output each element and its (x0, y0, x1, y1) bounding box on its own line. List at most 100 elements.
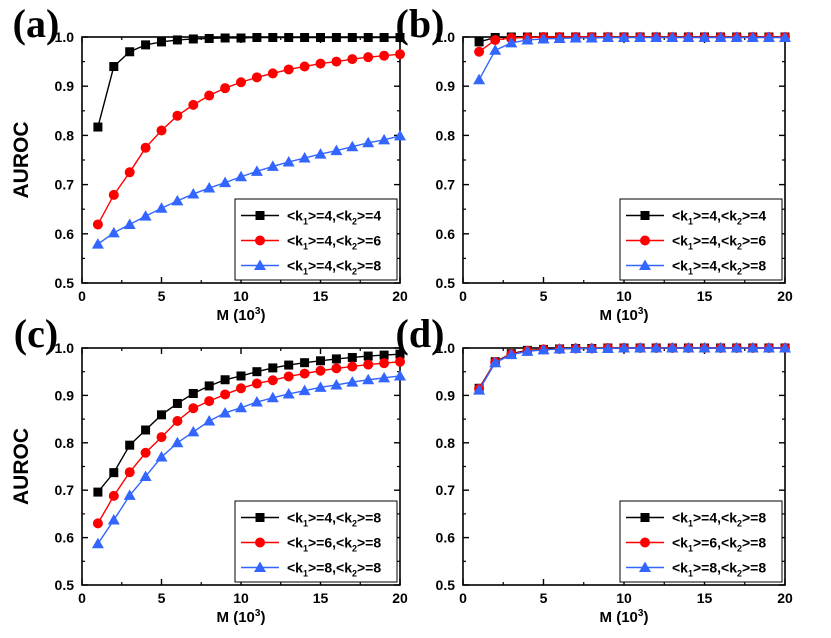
x-tick-label: 5 (540, 590, 548, 606)
x-axis-label-exponent: 3 (638, 608, 644, 619)
legend-part: >=6 (742, 233, 766, 249)
panel-label: (b) (396, 1, 445, 46)
legend-part: <k (672, 560, 688, 576)
legend-part: <k (672, 233, 688, 249)
data-point (331, 32, 341, 42)
y-tick-label: 0.5 (55, 275, 75, 291)
x-tick-label: 10 (616, 590, 632, 606)
x-axis-label-exponent: 3 (255, 608, 261, 619)
panel-0: (a) 0 5 10 15 20 0.5 0.6 0.7 0.8 0.9 1.0 M (103) AURO… (10, 1, 408, 324)
data-point (236, 371, 246, 381)
data-point (330, 144, 343, 156)
data-point (379, 350, 389, 360)
series-0 (474, 343, 790, 393)
series-2 (91, 369, 406, 549)
x-axis-label-close: ) (260, 307, 265, 324)
data-point (140, 447, 151, 458)
series-2 (473, 31, 791, 85)
data-point (378, 371, 391, 383)
x-tick-label: 10 (233, 288, 249, 304)
data-point (395, 49, 405, 60)
data-point (250, 165, 263, 176)
data-point (251, 72, 262, 83)
legend-subscript: 2 (352, 267, 357, 277)
legend-part: >=8 (742, 535, 766, 551)
data-point (235, 170, 247, 182)
data-point (220, 83, 231, 94)
data-point (235, 401, 247, 413)
legend-marker (640, 537, 650, 548)
legend-part: <k (672, 208, 688, 224)
data-point (203, 182, 216, 193)
y-tick-label: 1.0 (55, 29, 75, 45)
data-point (363, 52, 374, 63)
data-point (203, 414, 216, 426)
legend-part: <k (672, 510, 688, 526)
legend-subscript: 1 (303, 544, 308, 554)
panel-label: (c) (14, 311, 58, 356)
x-axis-label-exponent: 3 (255, 306, 261, 317)
data-point (299, 61, 310, 72)
data-point (666, 31, 679, 42)
legend-subscript: 1 (303, 217, 308, 227)
legend-label: <k1>=8,<k2>=8 (287, 560, 381, 579)
x-tick-label: 20 (392, 288, 408, 304)
data-point (283, 64, 294, 75)
legend-subscript: 1 (688, 242, 693, 252)
x-axis-label: M (103) (217, 306, 266, 324)
y-tick-label: 1.0 (436, 340, 456, 356)
data-point (141, 40, 151, 50)
data-point (267, 68, 278, 79)
legend-subscript: 1 (688, 519, 693, 529)
data-point (204, 90, 215, 101)
x-tick-label: 0 (459, 590, 467, 606)
series-line (97, 353, 401, 493)
x-axis-label-close: ) (643, 307, 648, 324)
x-tick-label: 15 (313, 590, 329, 606)
y-tick-label: 1.0 (55, 340, 75, 356)
panel-2: (c) 0 5 10 15 20 0.5 0.6 0.7 0.8 0.9 1.0 M (103) AURO… (10, 311, 408, 626)
legend-part: >=6,<k (308, 535, 352, 551)
legend-subscript: 1 (303, 267, 308, 277)
legend-part: >=4,<k (693, 208, 737, 224)
y-tick-label: 0.5 (55, 577, 75, 593)
legend-part: <k (287, 560, 303, 576)
data-point (746, 342, 759, 353)
legend-part: <k (672, 258, 688, 274)
data-point (473, 384, 486, 395)
legend-marker (640, 211, 650, 220)
data-point (379, 32, 389, 42)
data-point (298, 384, 311, 396)
legend-subscript: 2 (352, 217, 357, 227)
legend-item: <k1>=4,<k2>=4 (241, 208, 381, 227)
x-tick-label: 20 (392, 590, 408, 606)
data-point (252, 32, 262, 42)
data-point (585, 342, 598, 353)
data-point (473, 73, 486, 85)
legend-part: >=8 (357, 535, 381, 551)
legend-item: <k1>=6,<k2>=8 (241, 535, 381, 554)
data-point (187, 187, 200, 199)
legend-part: >=4,<k (693, 233, 737, 249)
data-point (618, 31, 630, 42)
data-point (250, 396, 263, 407)
data-point (236, 383, 246, 394)
data-point (379, 50, 390, 61)
data-point (395, 32, 405, 42)
x-axis-label-main: M (10 (217, 609, 255, 626)
data-point (521, 345, 534, 356)
series-1 (474, 343, 790, 394)
x-tick-label: 10 (233, 590, 249, 606)
legend-subscript: 2 (737, 217, 742, 227)
data-point (347, 54, 358, 65)
data-point (682, 31, 695, 42)
data-point (316, 32, 325, 42)
legend-part: >=8 (357, 560, 381, 576)
legend-label: <k1>=4,<k2>=8 (672, 510, 766, 529)
data-point (537, 343, 550, 355)
data-point (650, 31, 663, 42)
data-point (505, 348, 518, 360)
data-point (347, 32, 357, 42)
data-point (394, 129, 406, 141)
legend-subscript: 1 (688, 217, 693, 227)
